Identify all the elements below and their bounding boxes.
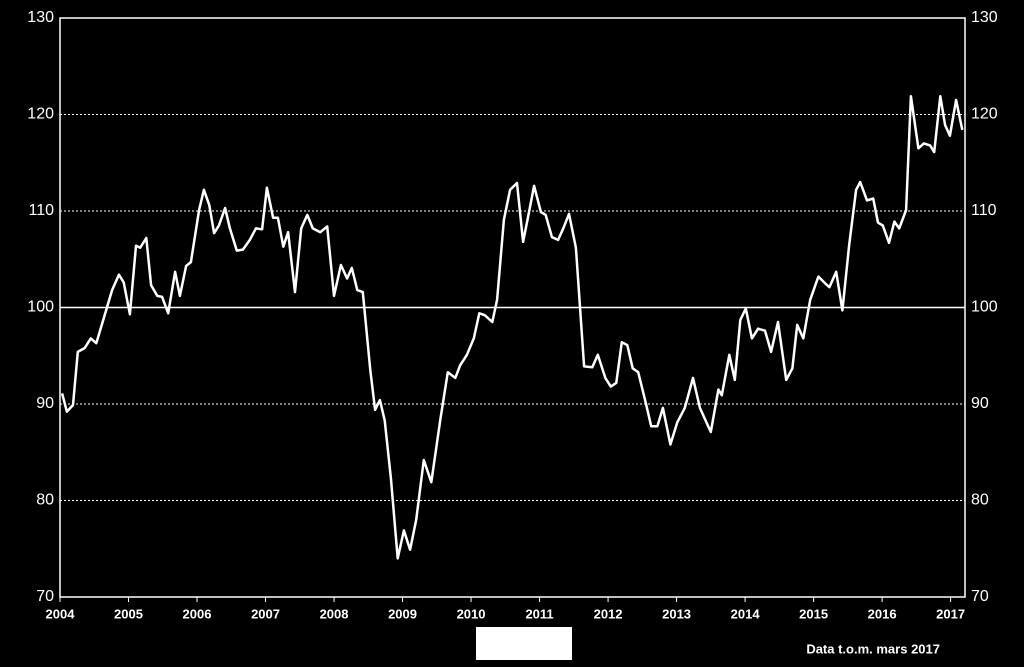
- x-tick-label: 2014: [731, 606, 761, 621]
- x-tick-label: 2013: [662, 606, 691, 621]
- x-tick-label: 2015: [799, 606, 828, 621]
- x-tick-label: 2017: [936, 606, 965, 621]
- x-tick-label: 2016: [868, 606, 897, 621]
- y2-tick-label: 100: [971, 299, 998, 316]
- y-tick-label: 130: [27, 9, 54, 26]
- x-tick-label: 2011: [525, 606, 553, 621]
- y-tick-label: 100: [27, 299, 54, 316]
- y2-tick-label: 110: [971, 202, 997, 219]
- y-tick-label: 120: [27, 106, 54, 123]
- y2-tick-label: 130: [971, 9, 998, 26]
- y-tick-label: 70: [36, 588, 54, 605]
- x-tick-label: 2006: [183, 606, 212, 621]
- plot-frame: [59, 17, 966, 598]
- y-tick-label: 80: [36, 492, 54, 509]
- x-tick-label: 2010: [457, 606, 486, 621]
- data-line: [60, 94, 964, 560]
- y2-tick-label: 70: [971, 588, 989, 605]
- x-tick-label: 2008: [320, 606, 349, 621]
- y-tick-label: 90: [36, 395, 54, 412]
- blank-box: [476, 627, 572, 660]
- y2-tick-label: 80: [971, 492, 989, 509]
- x-tick-label: 2007: [251, 606, 280, 621]
- y2-tick-label: 120: [971, 106, 998, 123]
- annotation: Data t.o.m. mars 2017: [806, 641, 940, 656]
- x-tick-label: 2005: [114, 606, 143, 621]
- y2-tick-label: 90: [971, 395, 989, 412]
- x-tick-label: 2009: [388, 606, 417, 621]
- y-tick-label: 110: [28, 202, 54, 219]
- x-tick-label: 2012: [594, 606, 623, 621]
- x-tick-label: 2004: [46, 606, 76, 621]
